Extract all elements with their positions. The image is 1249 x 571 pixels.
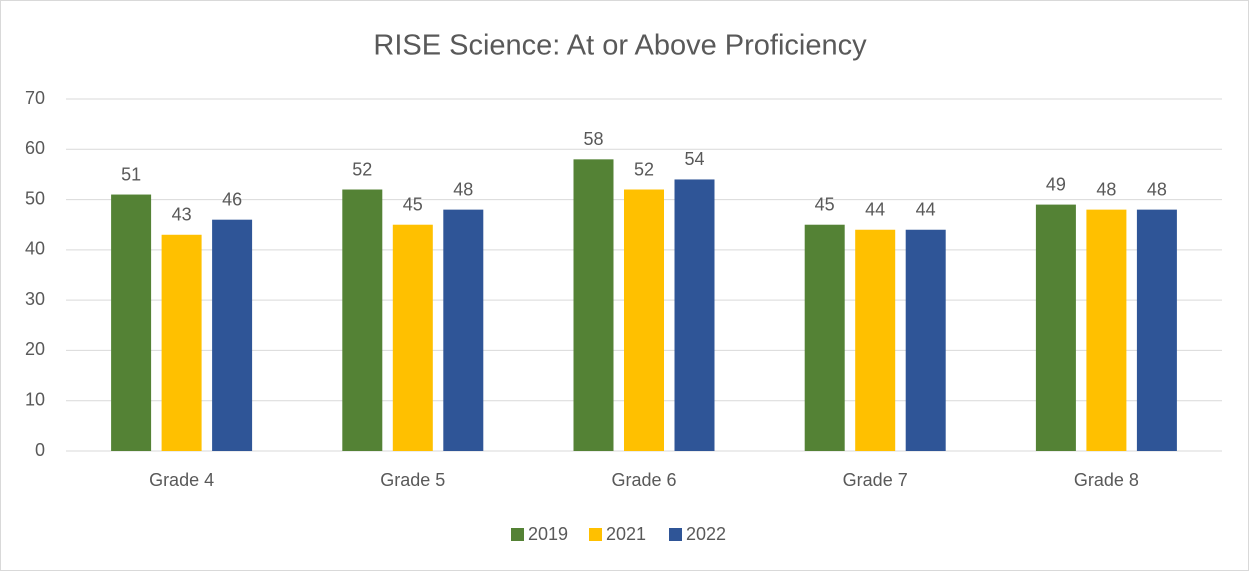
bar bbox=[342, 189, 383, 451]
legend-swatch bbox=[511, 528, 524, 541]
y-tick-label: 60 bbox=[25, 138, 45, 158]
bar bbox=[905, 229, 946, 451]
data-label: 44 bbox=[865, 199, 885, 219]
data-label: 48 bbox=[1096, 179, 1116, 199]
data-label: 52 bbox=[634, 159, 654, 179]
data-label: 51 bbox=[121, 164, 141, 184]
data-label: 54 bbox=[684, 149, 704, 169]
bar bbox=[212, 219, 253, 451]
legend-label: 2019 bbox=[528, 524, 568, 544]
y-tick-label: 50 bbox=[25, 188, 45, 208]
y-tick-label: 10 bbox=[25, 389, 45, 409]
data-label: 48 bbox=[1147, 179, 1167, 199]
bar bbox=[855, 229, 896, 451]
x-tick-label: Grade 7 bbox=[843, 470, 908, 490]
data-label: 45 bbox=[815, 194, 835, 214]
bar bbox=[161, 234, 202, 451]
data-label: 49 bbox=[1046, 174, 1066, 194]
y-tick-label: 40 bbox=[25, 239, 45, 259]
data-label: 45 bbox=[403, 194, 423, 214]
bar bbox=[804, 224, 845, 451]
legend-swatch bbox=[669, 528, 682, 541]
x-tick-label: Grade 4 bbox=[149, 470, 214, 490]
legend-label: 2021 bbox=[606, 524, 646, 544]
y-tick-label: 20 bbox=[25, 339, 45, 359]
data-label: 43 bbox=[172, 205, 192, 225]
legend-swatch bbox=[589, 528, 602, 541]
x-tick-label: Grade 5 bbox=[380, 470, 445, 490]
x-tick-label: Grade 8 bbox=[1074, 470, 1139, 490]
bar bbox=[111, 194, 152, 452]
legend-label: 2022 bbox=[686, 524, 726, 544]
data-label: 48 bbox=[453, 179, 473, 199]
bar bbox=[1086, 209, 1127, 451]
data-label: 52 bbox=[352, 159, 372, 179]
y-tick-label: 30 bbox=[25, 289, 45, 309]
bar bbox=[624, 189, 664, 451]
data-label: 46 bbox=[222, 189, 242, 209]
y-tick-label: 0 bbox=[35, 440, 45, 460]
chart-title: RISE Science: At or Above Proficiency bbox=[373, 30, 867, 62]
bar bbox=[573, 159, 614, 452]
bar bbox=[674, 179, 715, 451]
bar bbox=[443, 209, 484, 451]
bar bbox=[1136, 209, 1177, 451]
data-label: 44 bbox=[916, 199, 936, 219]
x-tick-label: Grade 6 bbox=[611, 470, 676, 490]
bar bbox=[392, 224, 433, 451]
bar bbox=[1035, 204, 1076, 451]
data-label: 58 bbox=[583, 129, 603, 149]
y-tick-label: 70 bbox=[25, 88, 45, 108]
